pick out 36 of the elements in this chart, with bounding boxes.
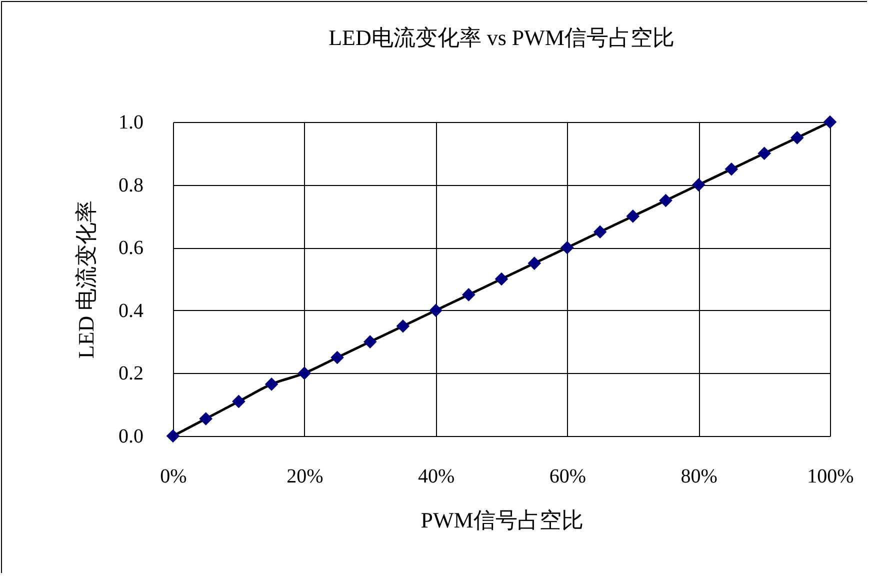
point (758, 147, 771, 160)
y-tick-label: 0.6 (118, 237, 144, 260)
point (692, 178, 705, 192)
point (331, 351, 344, 364)
point (660, 194, 672, 207)
x-tick-label: 40% (418, 466, 455, 488)
point (265, 378, 278, 390)
point (790, 131, 804, 144)
point (200, 412, 212, 425)
chart-title: LED电流变化率 vs PWM信号占空比 (328, 25, 674, 50)
point (298, 366, 311, 380)
x-axis-title: PWM信号占空比 (420, 508, 584, 532)
y-axis-title: LED 电流变化率 (74, 200, 98, 359)
point (824, 116, 836, 128)
y-tick-label: 1.0 (118, 112, 144, 134)
x-tick-label: 60% (549, 466, 586, 488)
point (166, 430, 180, 442)
point (725, 162, 738, 176)
y-tick-label: 0.8 (118, 174, 144, 196)
point (430, 304, 442, 317)
x-tick-label: 0% (160, 466, 187, 488)
point (528, 257, 541, 270)
point (594, 226, 606, 238)
y-tick-label: 0.2 (118, 362, 144, 385)
x-tick-label: 80% (680, 466, 718, 488)
y-tick-label: 0.4 (118, 300, 144, 322)
point (560, 241, 574, 254)
y-tick-label: 0.0 (118, 426, 144, 448)
point (232, 395, 245, 408)
point (364, 336, 376, 348)
point (462, 288, 475, 301)
x-tick-label: 20% (286, 466, 324, 488)
x-tick-label: 100% (807, 466, 854, 488)
point (495, 272, 508, 286)
point (396, 320, 410, 332)
point (626, 210, 640, 222)
